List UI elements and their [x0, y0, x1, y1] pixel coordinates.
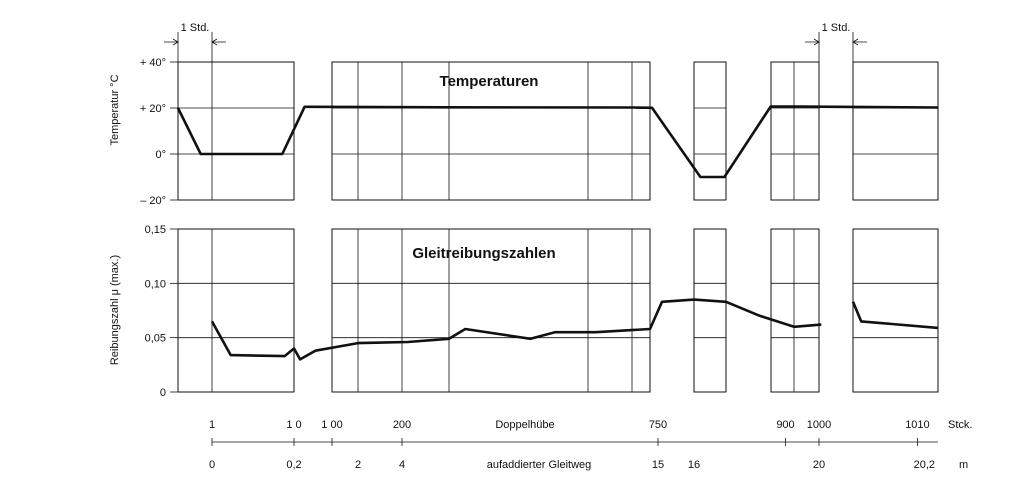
panel-frame-0-3 — [770, 61, 820, 201]
top-y-axis-title: Temperatur °C — [109, 74, 121, 145]
panel-frame-0-0 — [177, 61, 295, 201]
panel-gridlines — [178, 61, 938, 393]
panel-frame-1-0 — [177, 228, 295, 393]
bottom-y-axis-title: Reibungszahl μ (max.) — [109, 255, 121, 365]
series-line-0-0 — [176, 105, 939, 179]
x-axis-strokes-unit: Stck. — [948, 419, 972, 431]
x-tick-label-distance-4: 15 — [652, 459, 664, 471]
y-tick-label-0-3: – 20° — [140, 195, 166, 207]
x-tick-label-strokes-7: 1010 — [905, 419, 929, 431]
x-tick-label-strokes-4: 750 — [649, 419, 667, 431]
x-tick-label-strokes-3: 200 — [393, 419, 411, 431]
y-tick-labels: + 40° + 20° 0° – 20° 0,15 0,10 0,05 0 — [140, 57, 178, 399]
annotation-arrow-right-0 — [211, 38, 226, 46]
x-tick-label-distance-2: 2 — [355, 459, 361, 471]
x-axis-distance-unit: m — [959, 459, 968, 471]
annotation-label-1: 1 Std. — [822, 22, 851, 34]
x-tick-label-distance-1: 0,2 — [286, 459, 301, 471]
y-tick-label-1-3: 0 — [160, 387, 166, 399]
panel-frame-1-2 — [693, 228, 727, 393]
panel-frame-1-4 — [852, 228, 939, 393]
y-tick-label-0-0: + 40° — [140, 57, 166, 69]
annotation-arrow-right-1 — [852, 38, 867, 46]
annotation-label-0: 1 Std. — [181, 22, 210, 34]
x-tick-label-distance-0: 0 — [209, 459, 215, 471]
x-axis-distance-label: aufaddierter Gleitweg — [487, 459, 592, 471]
panel-frame-1-3 — [770, 228, 820, 393]
x-tick-label-strokes-5: 900 — [776, 419, 794, 431]
annotation-arrow-left-1 — [805, 38, 820, 46]
top-panel-title: Temperaturen — [440, 73, 539, 90]
data-curves — [176, 105, 939, 361]
x-tick-label-strokes-1: 1 0 — [286, 419, 301, 431]
annotation-arrow-left-0 — [164, 38, 179, 46]
panel-frames — [177, 61, 939, 393]
series-line-1-1 — [851, 301, 939, 330]
bottom-panel-title: Gleitreibungszahlen — [412, 245, 555, 262]
series-line-1-0 — [210, 298, 822, 361]
x-tick-label-distance-3: 4 — [399, 459, 405, 471]
x-tick-label-strokes-0: 1 — [209, 419, 215, 431]
y-tick-label-1-0: 0,15 — [145, 224, 166, 236]
x-tick-label-strokes-2: 1 00 — [321, 419, 342, 431]
panel-frame-0-2 — [693, 61, 727, 201]
x-axis-strokes-label: Doppelhübe — [495, 419, 554, 431]
annotations: 1 Std. 1 Std. — [164, 22, 867, 62]
x-tick-label-distance-5: 16 — [688, 459, 700, 471]
x-tick-label-strokes-6: 1000 — [807, 419, 831, 431]
y-tick-label-0-1: + 20° — [140, 103, 166, 115]
y-tick-label-0-2: 0° — [155, 149, 166, 161]
x-tick-label-distance-6: 20 — [813, 459, 825, 471]
panel-frame-0-4 — [852, 61, 939, 201]
x-tick-label-distance-7: 20,2 — [914, 459, 935, 471]
y-tick-label-1-1: 0,10 — [145, 278, 166, 290]
y-tick-label-1-2: 0,05 — [145, 333, 166, 345]
